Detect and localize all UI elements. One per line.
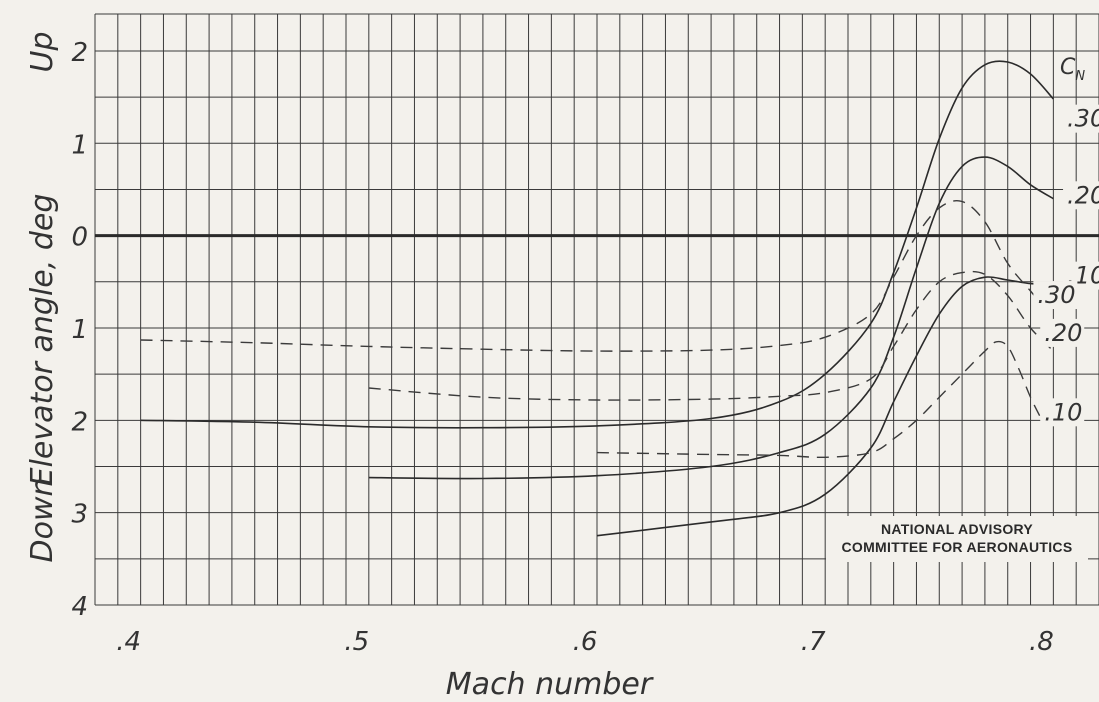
series-label-backdrop — [1063, 181, 1099, 210]
annotation-line2: COMMITTEE FOR AERONAUTICS — [842, 539, 1073, 555]
x-tick-label: .5 — [344, 627, 369, 657]
series-label-backdrop — [1033, 281, 1078, 310]
y-axis-up-label: Up — [25, 31, 60, 72]
series-label: .30 — [1067, 105, 1099, 133]
y-tick-label: 1 — [71, 130, 88, 160]
y-axis-label: Elevator angle, deg — [25, 194, 60, 487]
y-axis-down-group: Down — [25, 477, 60, 562]
y-tick-label: 4 — [71, 592, 88, 622]
series-label-backdrop — [1040, 398, 1085, 427]
y-axis-down-label: Down — [25, 477, 60, 562]
x-tick-labels: .4 .5 .6 .7 .8 — [116, 627, 1054, 657]
series-labels: .30.20.10.30.20.10 — [1033, 104, 1099, 427]
annotation-backdrop — [826, 516, 1088, 562]
y-tick-labels: 2 1 0 1 2 3 4 — [71, 38, 88, 622]
x-axis-label: Mach number — [446, 667, 654, 702]
y-tick-label: 3 — [71, 500, 88, 530]
series-line-dashed-cn-10 — [596, 340, 1043, 459]
y-tick-label: 2 — [71, 407, 88, 437]
series-label-backdrop — [1063, 104, 1099, 133]
series-label: .10 — [1044, 398, 1082, 426]
x-tick-label: .6 — [573, 627, 598, 657]
y-tick-label: 2 — [71, 38, 88, 68]
series-label: .30 — [1037, 281, 1075, 309]
x-tick-label: .7 — [801, 627, 826, 657]
y-tick-label: 0 — [71, 223, 88, 253]
series-line-dashed-cn-30 — [140, 199, 1043, 352]
series-line-solid-cn-10 — [596, 276, 1054, 537]
series-label: .20 — [1044, 319, 1082, 347]
x-tick-label: .4 — [116, 627, 141, 657]
y-tick-label: 1 — [71, 315, 88, 345]
series-line-dashed-cn-20 — [368, 270, 1054, 401]
y-axis-up-group: Up — [25, 31, 60, 72]
grid — [94, 13, 1099, 606]
y-axis-label-group: Elevator angle, deg — [25, 194, 60, 487]
series-line-solid-cn-30 — [140, 60, 1054, 429]
series-label-backdrop — [1040, 318, 1085, 347]
x-tick-label: .8 — [1029, 627, 1054, 657]
legend-title: CN — [1060, 55, 1085, 84]
annotation-line1: NATIONAL ADVISORY — [881, 521, 1033, 537]
series-label: .20 — [1067, 181, 1099, 209]
series-layer — [140, 60, 1054, 537]
